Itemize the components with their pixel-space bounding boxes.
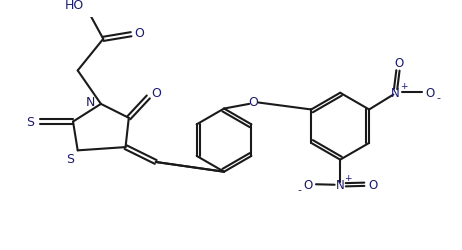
Text: -: - [437,92,441,102]
Text: O: O [152,86,162,100]
Text: O: O [426,86,435,100]
Text: HO: HO [64,0,84,12]
Text: O: O [248,96,258,109]
Text: S: S [66,152,74,165]
Text: N: N [336,178,345,191]
Text: N: N [86,96,95,109]
Text: S: S [26,116,34,128]
Text: O: O [303,178,312,191]
Text: O: O [394,56,403,69]
Text: +: + [344,173,352,182]
Text: O: O [368,178,377,191]
Text: N: N [391,86,400,100]
Text: -: - [297,184,301,194]
Text: O: O [134,27,145,40]
Text: +: + [400,82,407,90]
